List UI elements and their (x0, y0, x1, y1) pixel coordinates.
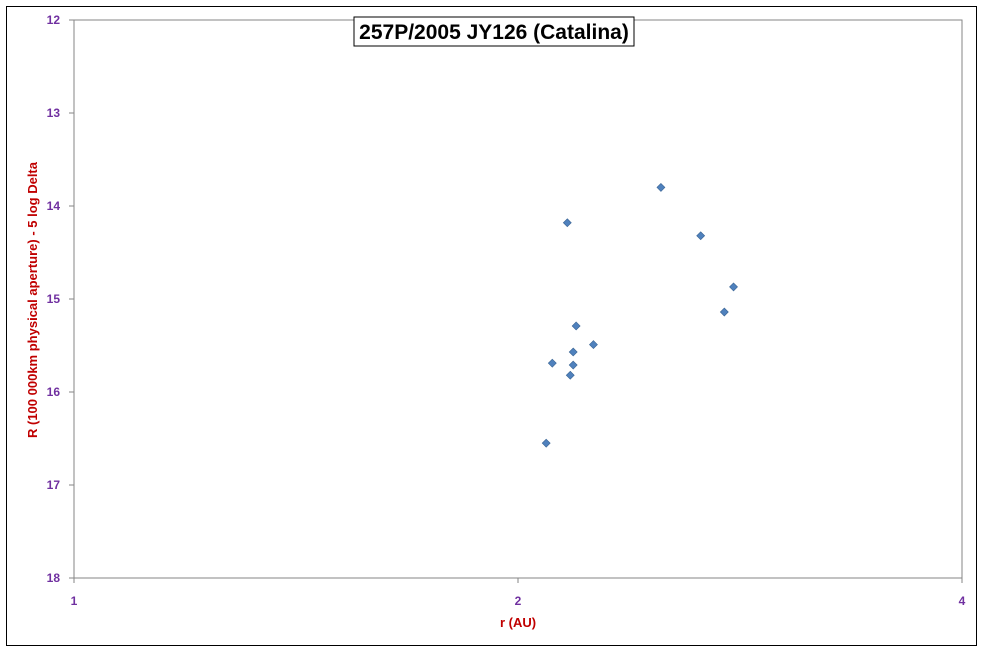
chart-title: 257P/2005 JY126 (Catalina) (359, 21, 629, 44)
y-tick-label: 13 (47, 106, 61, 120)
plot-area (73, 19, 963, 579)
y-tick-label: 18 (47, 571, 61, 585)
y-axis-ticks: 12 13 14 15 16 17 18 (47, 13, 74, 585)
data-point (565, 370, 575, 380)
data-point (541, 438, 551, 448)
data-point (656, 182, 666, 192)
y-tick-label: 14 (47, 199, 61, 213)
x-tick-label: 4 (959, 594, 966, 608)
data-points (541, 182, 738, 448)
data-point (719, 307, 729, 317)
x-tick-label: 1 (71, 594, 78, 608)
y-tick-label: 17 (47, 478, 61, 492)
data-point (568, 360, 578, 370)
y-axis-title: R (100 000km physical aperture) - 5 log … (25, 161, 40, 438)
data-point (589, 340, 598, 349)
chart-title-box: 257P/2005 JY126 (Catalina) (353, 16, 635, 47)
data-point (547, 358, 557, 368)
x-axis-title: r (AU) (500, 615, 536, 630)
data-point (729, 282, 738, 292)
y-tick-label: 16 (47, 385, 61, 399)
x-tick-label: 2 (515, 594, 522, 608)
x-axis-ticks: 1 2 4 (71, 578, 966, 608)
data-point (571, 321, 581, 331)
data-point (568, 347, 578, 357)
data-point (562, 218, 572, 228)
y-tick-label: 12 (47, 13, 61, 27)
y-tick-label: 15 (47, 292, 61, 306)
data-point (696, 231, 706, 241)
